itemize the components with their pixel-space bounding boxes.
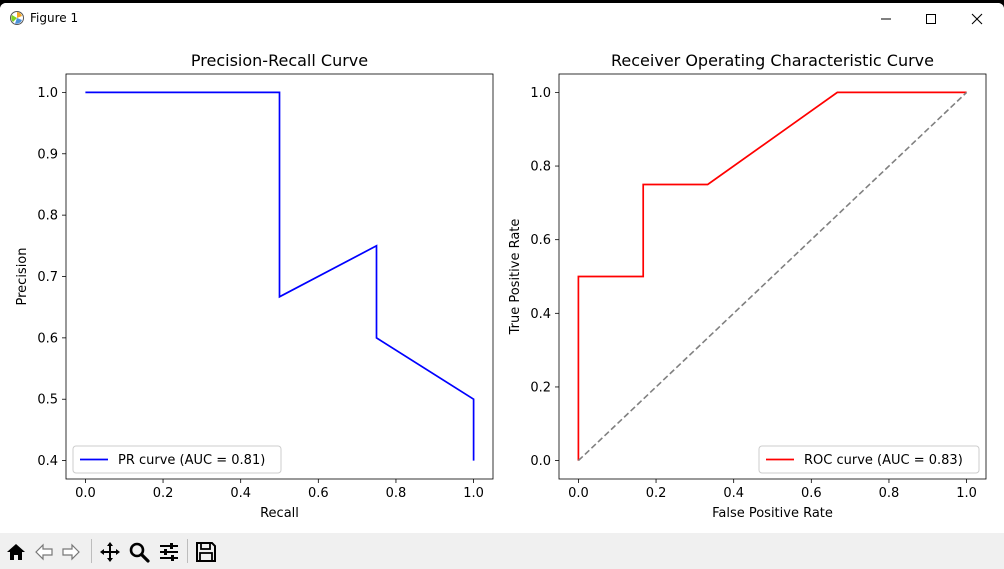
- chart1-x-tick-label: 0.2: [153, 486, 174, 501]
- close-button[interactable]: [954, 3, 1000, 34]
- chart2-x-tick-label: 1.0: [956, 486, 977, 501]
- minimize-button[interactable]: [863, 3, 909, 34]
- chart1-x-axis-label: Recall: [260, 506, 299, 521]
- chart1-y-tick-label: 0.4: [37, 454, 58, 469]
- chart2-y-tick-label: 1.0: [530, 86, 551, 101]
- chart1-legend-box: [72, 445, 282, 474]
- chart2-axes-frame: [558, 73, 987, 480]
- chart1-x-tick-label: 0.0: [75, 486, 96, 501]
- figure-window: Figure 1 0.0 0.2 0.4 0.6 0.8 1.0 0.4 0.5 0.6 0.7 0…: [0, 3, 1004, 569]
- chart1-legend-label: PR curve (AUC = 0.81): [118, 453, 265, 468]
- toolbar-separator: [91, 539, 92, 563]
- home-button[interactable]: [4, 541, 28, 563]
- title-bar: Figure 1: [0, 3, 1004, 34]
- chart2-y-tick-label: 0.2: [530, 380, 551, 395]
- figure-canvas: 0.0 0.2 0.4 0.6 0.8 1.0 0.4 0.5 0.6 0.7 0.8 0.9 1.0 P…: [0, 34, 1004, 533]
- chart1-y-tick-label: 0.7: [37, 270, 58, 285]
- matplotlib-app-icon: [9, 10, 25, 26]
- chart1-y-tick-label: 1.0: [37, 86, 58, 101]
- chart2-y-axis-label: True Positive Rate: [508, 219, 523, 336]
- floppy-disk-icon: [196, 542, 216, 562]
- chart1-y-tick-label: 0.9: [37, 147, 58, 162]
- back-arrow-icon: [35, 543, 53, 561]
- chart2-x-tick-label: 0.8: [879, 486, 900, 501]
- window-title: Figure 1: [30, 11, 79, 25]
- chart1-series-line: [85, 91, 475, 461]
- pan-button[interactable]: [98, 541, 122, 563]
- chart1-y-tick-label: 0.5: [37, 393, 58, 408]
- sliders-icon: [160, 543, 178, 561]
- toolbar-separator: [187, 539, 188, 563]
- chart1-x-tick-label: 0.8: [386, 486, 407, 501]
- zoom-button[interactable]: [127, 541, 151, 563]
- chart2-legend-label: ROC curve (AUC = 0.83): [804, 453, 963, 468]
- save-button[interactable]: [194, 541, 218, 563]
- chart1-title: Precision-Recall Curve: [191, 51, 368, 70]
- chart2-title: Receiver Operating Characteristic Curve: [611, 51, 934, 70]
- navigation-toolbar: [0, 533, 1004, 569]
- chart2-x-tick-label: 0.6: [801, 486, 822, 501]
- chart1-y-axis-label: Precision: [15, 247, 30, 305]
- chart1-y-tick-label: 0.6: [37, 331, 58, 346]
- chart1-y-tick-label: 0.8: [37, 209, 58, 224]
- chart2-chance-diagonal-line: [577, 91, 968, 462]
- figure-svg: 0.0 0.2 0.4 0.6 0.8 1.0 0.4 0.5 0.6 0.7 0.8 0.9 1.0 P…: [15, 51, 987, 521]
- chart2-y-tick-label: 0.4: [530, 307, 551, 322]
- chart2-series-line: [577, 91, 967, 461]
- minimize-icon: [881, 18, 891, 19]
- chart2-x-tick-label: 0.4: [723, 486, 744, 501]
- chart2-x-tick-label: 0.2: [646, 486, 667, 501]
- chart2-y-tick-label: 0.0: [530, 454, 551, 469]
- maximize-icon: [926, 13, 936, 24]
- chart2-y-tick-label: 0.6: [530, 233, 551, 248]
- chart1-x-tick-label: 0.4: [230, 486, 251, 501]
- forward-button[interactable]: [59, 541, 83, 563]
- maximize-button[interactable]: [908, 3, 954, 34]
- forward-arrow-icon: [62, 543, 80, 561]
- home-icon: [7, 544, 25, 560]
- configure-subplots-button[interactable]: [157, 541, 181, 563]
- chart2-x-axis-label: False Positive Rate: [712, 506, 833, 521]
- move-arrows-icon: [100, 542, 120, 562]
- close-icon: [971, 13, 983, 24]
- magnifier-icon: [129, 542, 150, 563]
- back-button[interactable]: [32, 541, 56, 563]
- chart1-x-tick-label: 1.0: [463, 486, 484, 501]
- chart2-legend-box: [758, 445, 980, 474]
- chart1-x-tick-label: 0.6: [308, 486, 329, 501]
- chart2-y-tick-label: 0.8: [530, 160, 551, 175]
- chart2-x-tick-label: 0.0: [568, 486, 589, 501]
